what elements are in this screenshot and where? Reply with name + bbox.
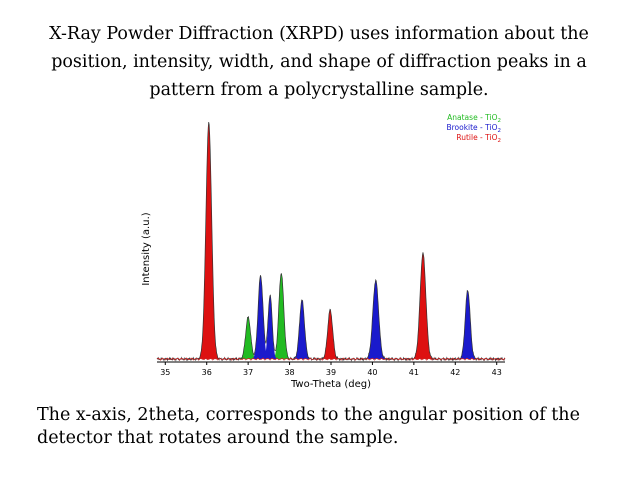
peak-rutile-2 — [317, 309, 343, 360]
header-line-3: pattern from a polycrystalline sample. — [149, 80, 489, 100]
xrpd-chart: 35 36 37 38 39 40 41 42 43 Two-Theta (deg) Inten… — [135, 108, 517, 390]
header-line-1: X-Ray Powder Diffraction (XRPD) uses inf… — [49, 24, 589, 44]
peak-anatase-1 — [235, 317, 261, 360]
x-tick-label: 41 — [409, 368, 419, 377]
chart-background — [135, 108, 517, 390]
peak-rutile-1 — [194, 122, 224, 360]
y-axis-title: Intensity (a.u.) — [141, 212, 152, 285]
peak-brookite-4 — [361, 280, 391, 360]
peak-brookite-5 — [455, 290, 481, 360]
series-brookite — [248, 275, 481, 360]
x-axis-title: Two-Theta (deg) — [290, 379, 371, 390]
measured-pattern-line — [156, 122, 506, 362]
header-line-2: position, intensity, width, and shape of… — [51, 52, 587, 72]
series-anatase — [235, 272, 294, 360]
x-ticks: 35 36 37 38 39 40 41 42 43 — [160, 362, 502, 377]
peak-rutile-3 — [408, 253, 438, 360]
peak-brookite-3 — [289, 300, 315, 360]
x-tick-label: 36 — [202, 368, 212, 377]
footer-line-1: The x-axis, 2theta, corresponds to the a… — [37, 405, 580, 425]
x-tick-label: 39 — [326, 368, 336, 377]
slide-header-text: X-Ray Powder Diffraction (XRPD) uses inf… — [28, 20, 610, 104]
x-tick-label: 37 — [243, 368, 253, 377]
footer-line-2: detector that rotates around the sample. — [37, 428, 399, 448]
legend-entry-1: Anatase - TiO2 — [447, 113, 501, 124]
series-rutile — [194, 122, 438, 360]
peak-anatase-2 — [268, 272, 294, 360]
peak-brookite-1 — [248, 275, 273, 360]
x-tick-label: 38 — [284, 368, 294, 377]
legend-entry-3: Rutile - TiO2 — [456, 133, 501, 144]
x-tick-label: 43 — [492, 368, 502, 377]
baseline-trace — [156, 357, 506, 361]
x-tick-label: 35 — [160, 368, 170, 377]
slide-footer-text: The x-axis, 2theta, corresponds to the a… — [37, 404, 617, 450]
series-layer — [156, 122, 506, 362]
x-tick-label: 40 — [367, 368, 377, 377]
legend-entry-2: Brookite - TiO2 — [446, 123, 501, 134]
peak-brookite-2 — [259, 295, 281, 360]
x-tick-label: 42 — [450, 368, 460, 377]
